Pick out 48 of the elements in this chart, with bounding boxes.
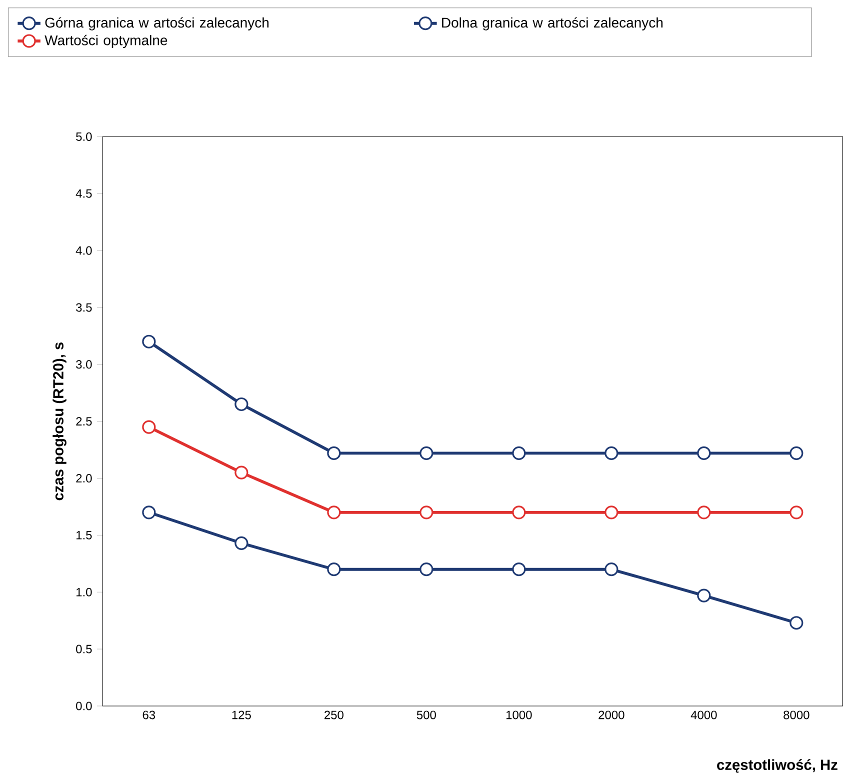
x-tick-label: 2000 [598, 710, 624, 720]
point [790, 506, 804, 520]
point [142, 506, 156, 520]
y-tick-label: 5.0 [76, 132, 92, 141]
x-tick-label: 500 [416, 710, 436, 720]
x-tick-label: 63 [142, 710, 156, 720]
point [234, 466, 248, 480]
point [420, 506, 434, 520]
point [142, 420, 156, 434]
y-tick-label: 3.5 [76, 303, 92, 312]
y-tick-label: 3.0 [76, 360, 92, 369]
legend-label: Górna granica w artości zalecanych [45, 17, 269, 30]
point [327, 446, 341, 460]
point [512, 506, 526, 520]
point [697, 446, 711, 460]
x-tick-label: 250 [324, 710, 344, 720]
point [512, 562, 526, 576]
x-tick-label: 8000 [784, 710, 810, 720]
x-tick-label: 1000 [506, 710, 532, 720]
y-tick-label: 1.5 [76, 530, 92, 540]
y-tick-label: 2.5 [76, 417, 92, 426]
y-tick-label: 4.0 [76, 246, 92, 255]
point [234, 536, 248, 550]
point [697, 588, 711, 602]
x-axis-title: częstotliwość, Hz [717, 759, 838, 773]
x-tick-label: 125 [232, 710, 251, 720]
point [327, 562, 341, 576]
point [790, 616, 804, 630]
point [604, 506, 618, 520]
point [790, 446, 804, 460]
point [234, 397, 248, 412]
point [512, 446, 526, 460]
legend-label: Wartości optymalne [44, 34, 168, 48]
point [604, 446, 618, 460]
legend-label: Dolna granica w artości zalecanych [442, 17, 663, 30]
y-tick-label: 0.0 [76, 702, 92, 710]
y-tick-label: 2.0 [76, 474, 92, 483]
y-tick-label: 4.5 [76, 189, 92, 198]
y-tick-label: 0.5 [76, 644, 92, 654]
x-tick-label: 4000 [690, 710, 717, 720]
point [327, 506, 341, 520]
point [604, 562, 618, 576]
point [420, 446, 434, 460]
y-tick-label: 1.0 [76, 588, 92, 596]
y-axis-title: czas pogłosu (RT20), s [52, 342, 66, 500]
point [697, 506, 711, 520]
point [142, 334, 156, 348]
point [420, 562, 434, 576]
